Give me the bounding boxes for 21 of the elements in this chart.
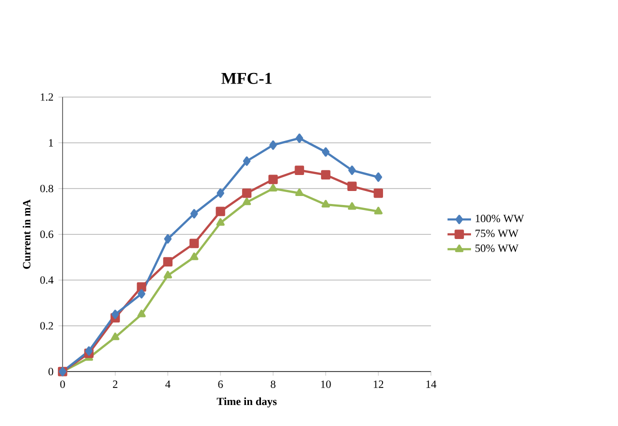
x-tick-label: 14 xyxy=(426,380,436,388)
y-tick-label: 1.2 xyxy=(40,93,53,101)
x-tick-label: 12 xyxy=(374,380,384,388)
legend-label: 50% WW xyxy=(475,244,518,252)
chart-title: MFC-1 xyxy=(221,72,272,84)
x-tick-label: 10 xyxy=(321,380,331,388)
legend-label: 100% WW xyxy=(476,214,524,222)
x-tick-label: 4 xyxy=(165,380,170,388)
x-axis-title: Time in days xyxy=(216,397,277,408)
y-tick-label: 0.8 xyxy=(40,184,54,192)
y-tick-label: 1 xyxy=(49,139,53,146)
y-tick-label: 0.2 xyxy=(40,322,53,330)
y-tick-label: 0.6 xyxy=(40,230,54,238)
y-tick-label: 0.4 xyxy=(40,276,54,284)
y-axis-title: Current in mA xyxy=(22,199,30,269)
x-tick-label: 0 xyxy=(60,380,65,388)
x-tick-label: 6 xyxy=(218,380,223,388)
y-tick-label: 0 xyxy=(48,368,54,376)
legend-label: 75% WW xyxy=(476,229,518,237)
x-tick-label: 8 xyxy=(270,380,276,388)
x-tick-label: 2 xyxy=(112,380,118,388)
